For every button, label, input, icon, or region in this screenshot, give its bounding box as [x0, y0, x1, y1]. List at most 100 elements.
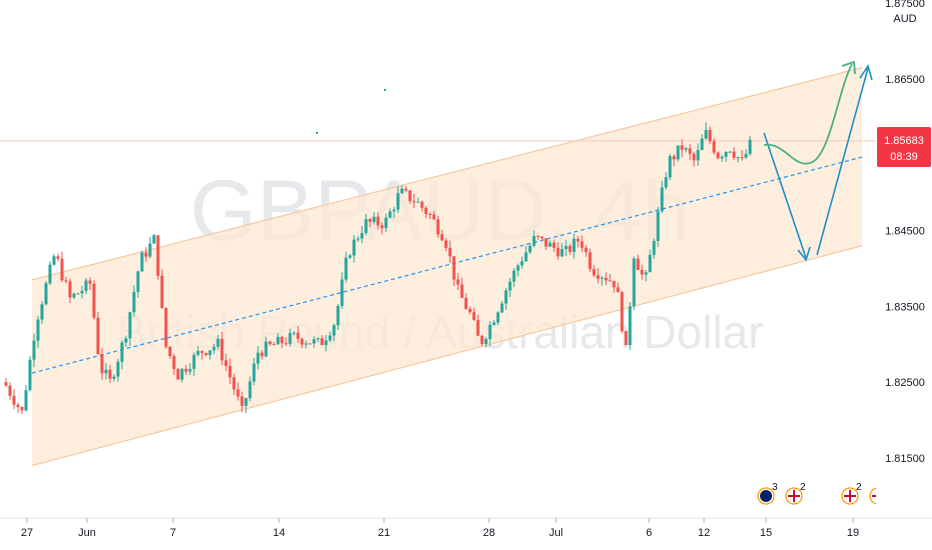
candle-body[interactable] [288, 333, 292, 344]
candle-body[interactable] [104, 369, 108, 374]
candle-body[interactable] [624, 331, 628, 346]
candle-body[interactable] [188, 368, 192, 372]
candle-body[interactable] [396, 193, 400, 210]
candle-body[interactable] [532, 235, 536, 246]
candle-body[interactable] [52, 256, 56, 265]
projection-up-leg[interactable] [816, 67, 869, 256]
candle-body[interactable] [500, 303, 504, 313]
candle-body[interactable] [308, 343, 312, 345]
candle-body[interactable] [180, 368, 184, 380]
channel-lower-line[interactable] [31, 245, 863, 467]
candles[interactable] [4, 89, 752, 415]
candle-body[interactable] [560, 249, 564, 257]
candle-body[interactable] [320, 338, 324, 346]
candle-body[interactable] [276, 336, 280, 345]
candle-body[interactable] [172, 356, 176, 369]
candle-body[interactable] [400, 188, 404, 194]
candle-body[interactable] [24, 390, 28, 411]
candle-body[interactable] [380, 225, 384, 229]
candle-body[interactable] [704, 129, 708, 139]
candle-body[interactable] [392, 209, 396, 212]
candle-body[interactable] [204, 352, 208, 356]
candle-body[interactable] [368, 219, 372, 222]
candle-body[interactable] [280, 336, 284, 344]
candle-body[interactable] [60, 258, 64, 281]
candle-body[interactable] [432, 214, 436, 220]
candle-body[interactable] [548, 242, 552, 247]
candle-body[interactable] [696, 149, 700, 161]
candle-body[interactable] [300, 338, 304, 345]
candle-body[interactable] [56, 256, 60, 259]
candle-body[interactable] [36, 319, 40, 341]
candle-body[interactable] [364, 219, 368, 234]
candle-body[interactable] [160, 275, 164, 308]
candle-body[interactable] [372, 216, 376, 222]
projection-down-leg[interactable] [763, 132, 807, 259]
candle-body[interactable] [464, 297, 468, 309]
candle-body[interactable] [12, 395, 16, 405]
candle-body[interactable] [96, 317, 100, 354]
candle-body[interactable] [312, 339, 316, 344]
candle-body[interactable] [92, 283, 96, 318]
candle-body[interactable] [4, 382, 8, 386]
candle-body[interactable] [208, 350, 212, 356]
candle-body[interactable] [316, 338, 320, 340]
candle-body[interactable] [724, 151, 728, 157]
candle-body[interactable] [48, 264, 52, 284]
candle-body[interactable] [124, 338, 128, 343]
candle-body[interactable] [148, 243, 152, 257]
candle-body[interactable] [456, 279, 460, 285]
candle-body[interactable] [264, 341, 268, 357]
regression-channel[interactable] [31, 67, 863, 467]
candle-body[interactable] [648, 254, 652, 273]
candle-body[interactable] [628, 306, 632, 346]
candle-body[interactable] [612, 280, 616, 288]
candle-body[interactable] [720, 156, 724, 159]
candle-body[interactable] [668, 156, 672, 178]
candle-body[interactable] [240, 396, 244, 406]
candle-body[interactable] [292, 332, 296, 334]
candle-body[interactable] [220, 338, 224, 361]
candle-body[interactable] [676, 145, 680, 160]
candle-body[interactable] [184, 368, 188, 372]
candle-body[interactable] [488, 324, 492, 339]
candle-body[interactable] [324, 340, 328, 346]
candle-body[interactable] [744, 153, 748, 158]
candle-body[interactable] [196, 350, 200, 355]
candle-body[interactable] [144, 252, 148, 257]
candle-body[interactable] [664, 177, 668, 188]
candle-body[interactable] [236, 389, 240, 397]
candle-body[interactable] [444, 240, 448, 248]
candle-body[interactable] [388, 211, 392, 218]
candle-body[interactable] [544, 238, 548, 247]
candle-body[interactable] [404, 188, 408, 191]
candle-body[interactable] [420, 201, 424, 208]
projection-curve[interactable] [763, 63, 853, 165]
candle-body[interactable] [736, 157, 740, 159]
event-markers[interactable]: 3 2 2 [757, 482, 887, 505]
candle-body[interactable] [552, 242, 556, 248]
candle-body[interactable] [660, 187, 664, 212]
candle-body[interactable] [284, 343, 288, 345]
candle-body[interactable] [604, 277, 608, 281]
candle-body[interactable] [732, 151, 736, 158]
candle-body[interactable] [132, 291, 136, 313]
candle-body[interactable] [672, 156, 676, 160]
candle-body[interactable] [632, 258, 636, 307]
economic-event-marker[interactable]: 2 [841, 482, 862, 505]
candle-body[interactable] [344, 257, 348, 280]
candle-body[interactable] [360, 233, 364, 239]
candle-body[interactable] [268, 341, 272, 345]
candle-body[interactable] [656, 211, 660, 241]
candle-body[interactable] [68, 281, 72, 298]
candle-body[interactable] [524, 252, 528, 262]
candle-body[interactable] [256, 352, 260, 364]
candle-body[interactable] [592, 269, 596, 276]
candle-body[interactable] [496, 312, 500, 323]
candle-body[interactable] [272, 344, 276, 346]
candle-body[interactable] [564, 245, 568, 250]
candle-body[interactable] [640, 269, 644, 275]
channel-mid-line[interactable] [31, 156, 863, 374]
candle-body[interactable] [88, 280, 92, 284]
